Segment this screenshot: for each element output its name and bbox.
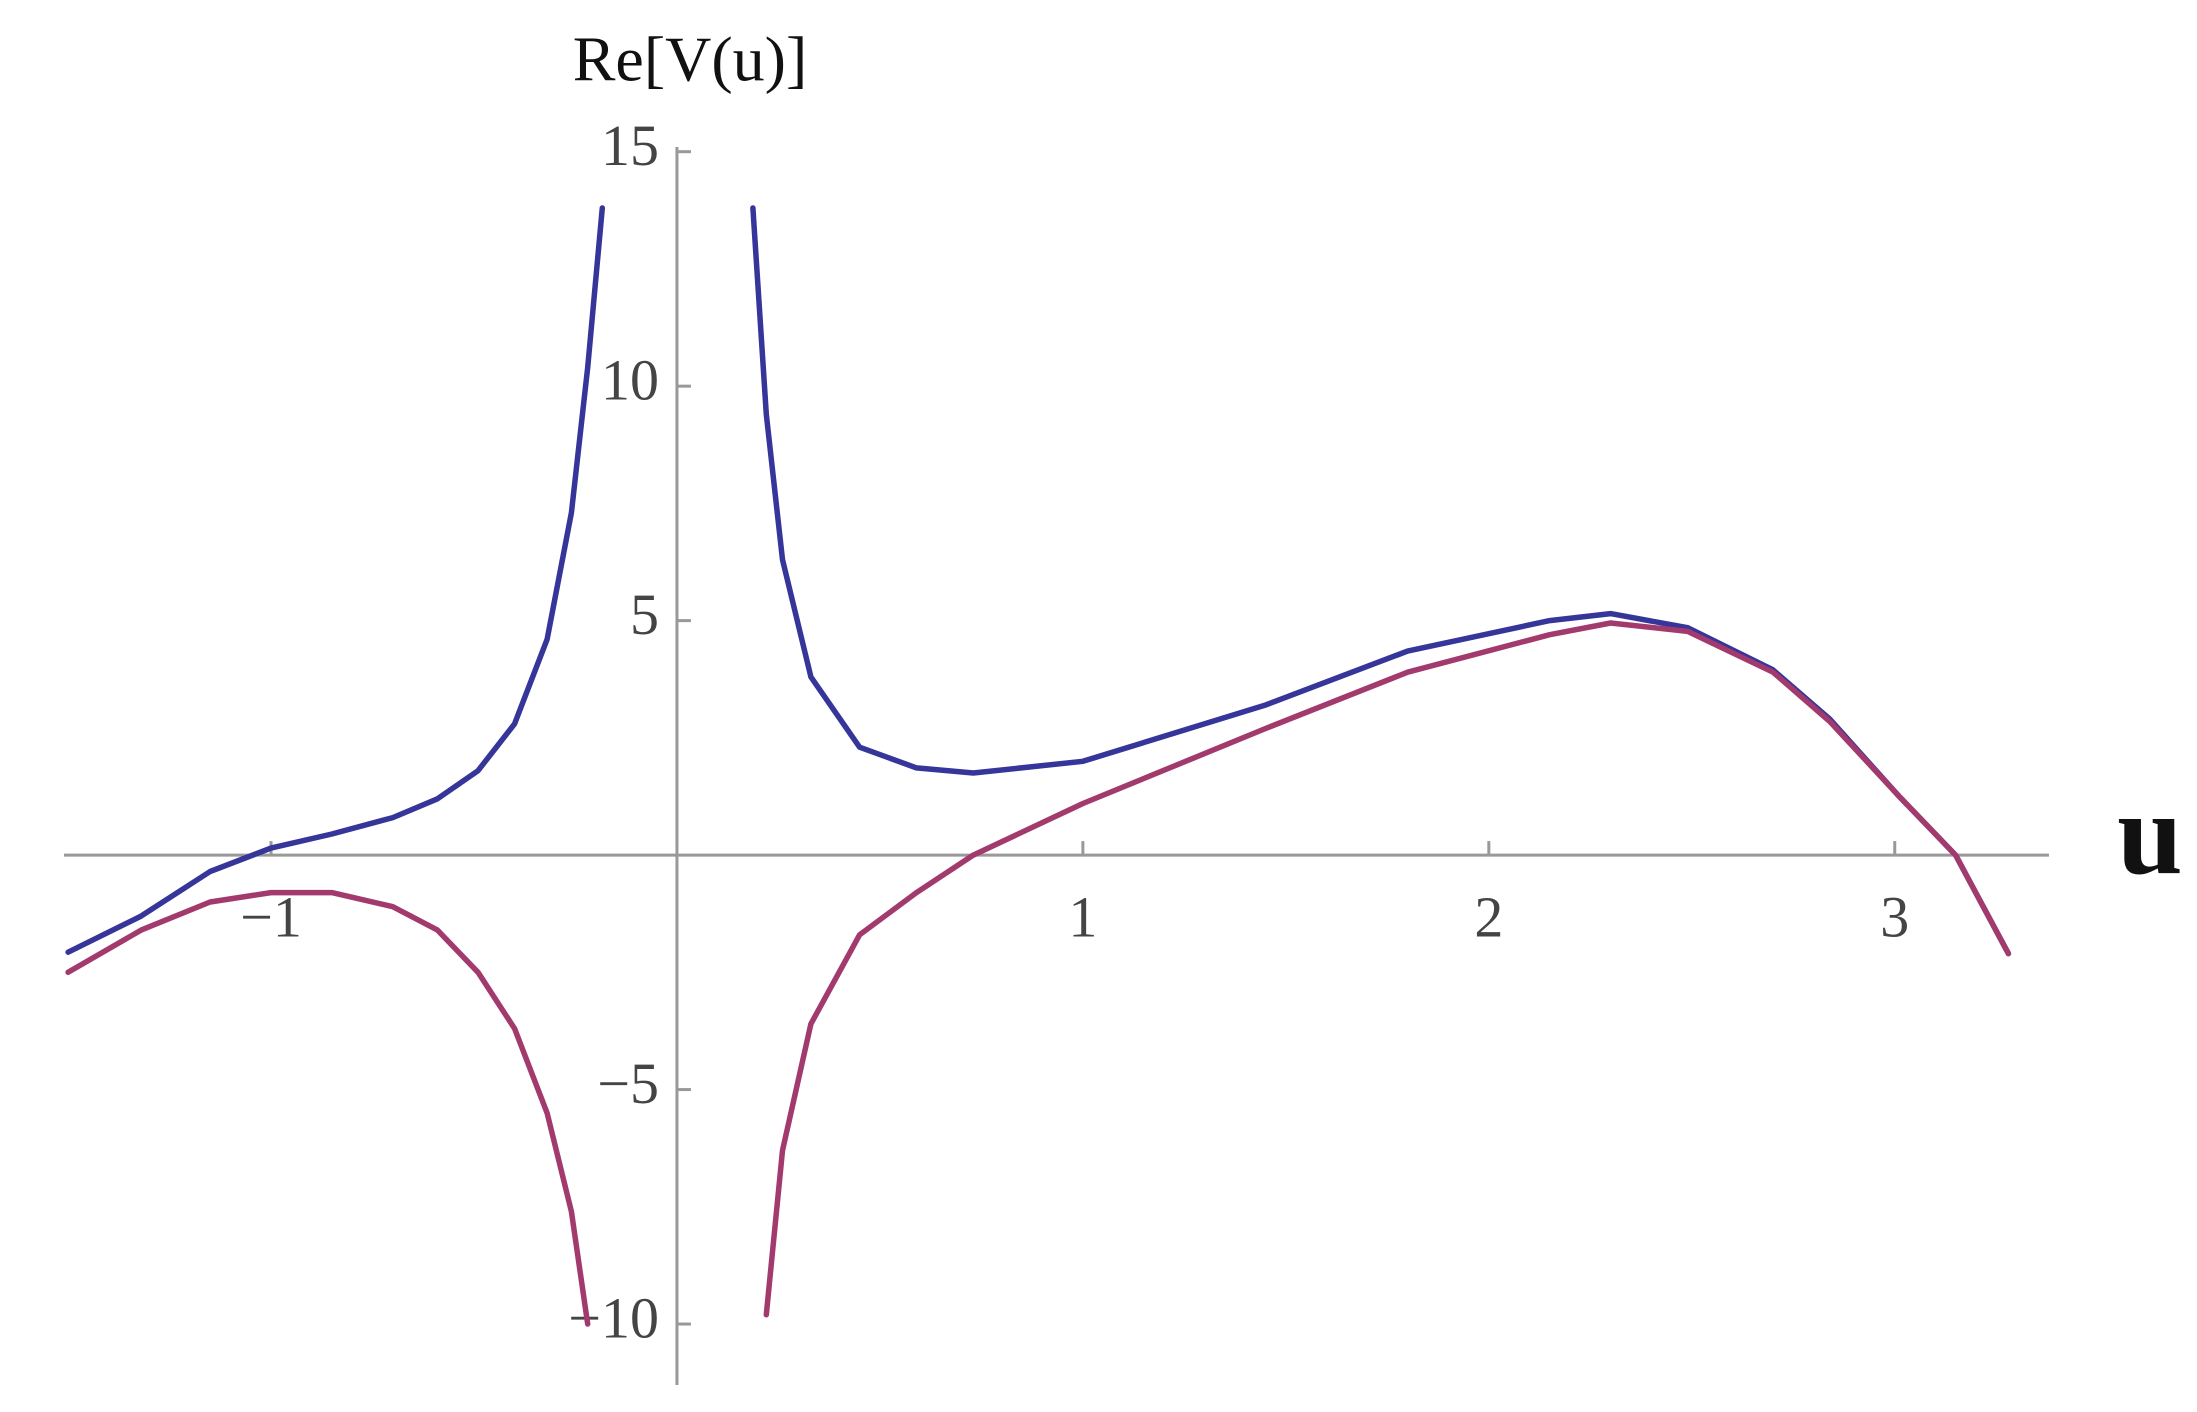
y-tick-label: 10 (601, 347, 659, 412)
x-tick-label: 3 (1880, 884, 1909, 949)
y-axis-label: Re[V(u)] (573, 24, 808, 95)
y-tick-label: 15 (601, 113, 659, 178)
y-tick-label: −5 (597, 1051, 659, 1116)
y-tick-label: 5 (630, 582, 659, 647)
x-tick-label: 2 (1474, 884, 1503, 949)
series-line (65, 205, 2012, 957)
x-tick-label: 1 (1068, 884, 1097, 949)
x-axis-label: u (2117, 768, 2183, 899)
series-line (65, 620, 2012, 1327)
